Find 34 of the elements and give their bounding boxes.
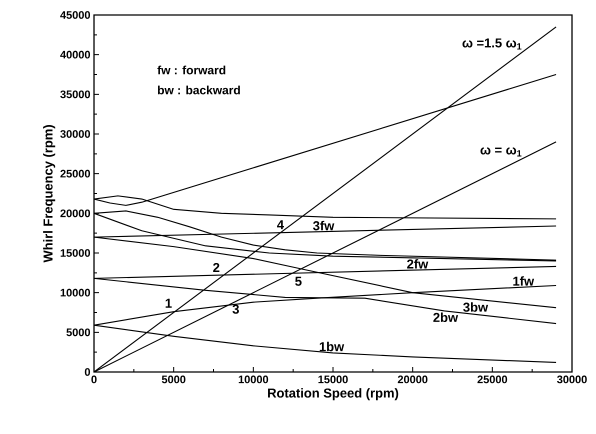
y-tick-label: 45000	[60, 11, 90, 19]
x-tick-label: 0	[91, 376, 97, 384]
annotation: 2	[213, 262, 220, 272]
y-tick-label: 25000	[60, 170, 90, 178]
series-label: 3bw	[463, 302, 488, 312]
x-tick-label: 5000	[162, 376, 186, 384]
series-label: 1bw	[320, 342, 344, 352]
y-tick-label: 5000	[66, 328, 90, 336]
annotation: 4	[277, 220, 284, 230]
annotation: 5	[295, 276, 302, 286]
annotation: bw : backward	[158, 86, 240, 94]
y-tick-label: 15000	[60, 249, 90, 257]
series-label: 2fw	[407, 259, 428, 268]
series-label: ω =1.5 ω$_{1}$	[462, 38, 522, 50]
x-axis-title: Rotation Speed (rpm)	[268, 388, 398, 400]
y-tick-label: 20000	[60, 209, 90, 218]
series-label: 2bw	[433, 312, 458, 322]
x-tick-label: 25000	[477, 376, 508, 384]
y-tick-label: 30000	[60, 130, 90, 138]
x-tick-label: 15000	[318, 376, 348, 384]
y-axis-title: Whirl Frequency (rpm)	[43, 125, 56, 263]
y-tick-label: 10000	[60, 288, 90, 297]
annotation: 1	[166, 298, 172, 308]
series-label: 1fw	[513, 276, 534, 286]
y-tick-label: 35000	[60, 90, 90, 98]
series-label: 3fw	[313, 220, 334, 230]
x-tick-label: 30000	[557, 376, 587, 384]
x-tick-label: 10000	[238, 376, 268, 384]
annotation: fw : forward	[157, 66, 226, 74]
y-tick-label: 0	[84, 368, 90, 376]
y-tick-label: 40000	[60, 50, 90, 59]
annotation: 3	[232, 304, 239, 314]
x-tick-label: 20000	[398, 376, 428, 384]
series-label: ω = ω$_{1}$	[480, 147, 522, 156]
